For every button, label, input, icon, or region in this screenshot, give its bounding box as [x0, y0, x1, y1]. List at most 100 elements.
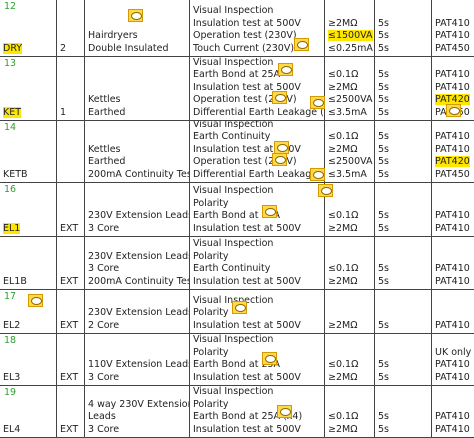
test-text: Differential Earth Leakage (230V): [193, 106, 324, 118]
table-cell: Visual Inspection Earth Continuity Insulat…: [190, 121, 325, 182]
test-text: Visual Inspection: [193, 121, 274, 130]
time: 5s: [378, 30, 428, 43]
time: 5s: [378, 156, 428, 169]
comment-icon[interactable]: [310, 168, 325, 181]
limit-text: ≥2MΩ: [328, 81, 358, 93]
comment-icon[interactable]: [318, 184, 333, 197]
pat-text: PAT410: [435, 131, 470, 142]
description-text: 110V Extension Leads: [88, 359, 190, 370]
test-text: Differential Earth Leakage (230V): [193, 168, 324, 180]
class: EXT: [60, 223, 81, 236]
time: 5s: [378, 424, 428, 437]
test: Insulation test at 500V: [193, 424, 321, 437]
table-cell: Visual Inspection Polarity Earth Bond at 2…: [190, 386, 325, 437]
code: EL1B: [3, 276, 53, 289]
test-text: Insulation test at 500V: [193, 275, 301, 287]
time: 5s: [378, 82, 428, 95]
test: Visual Inspection: [193, 295, 321, 308]
limit: ≥2MΩ: [328, 18, 371, 31]
test: Earth Continuity: [193, 263, 321, 276]
pat: PAT410: [435, 82, 471, 95]
comment-icon[interactable]: [262, 352, 277, 365]
limit: ≤0.1Ω: [328, 210, 371, 223]
limit-text: ≤0.1Ω: [328, 263, 359, 274]
test-text: Earth Bond at 25A: [193, 359, 281, 370]
pat-text: PAT410: [435, 81, 470, 93]
pat: PAT410: [435, 18, 471, 31]
table-cell: EL1B: [0, 237, 57, 289]
limit: ≤0.1Ω: [328, 263, 371, 276]
test-text: Polarity: [193, 307, 229, 318]
class: EXT: [60, 424, 81, 437]
comment-icon[interactable]: [272, 153, 287, 166]
code-text: DRY: [3, 42, 23, 54]
description: Earthed: [88, 156, 186, 169]
table-cell: 4 way 230V Extension Leads 3 Core: [85, 386, 190, 437]
table-cell: ≤0.1Ω ≥2MΩ ≤2500VA ≤3.5mA: [325, 121, 375, 182]
table-cell: 16 EL1: [0, 183, 57, 236]
time: 5s: [378, 320, 428, 333]
test-text: Insulation test at 500V: [193, 81, 301, 93]
time-text: 5s: [378, 222, 389, 234]
test-text: Visual Inspection: [193, 386, 274, 397]
comment-icon[interactable]: [262, 205, 277, 218]
description: 2 Core: [88, 320, 186, 333]
code-text: EL2: [3, 319, 21, 331]
comment-icon[interactable]: [232, 301, 247, 314]
comment-icon[interactable]: [272, 91, 287, 104]
test: Operation test (230V): [193, 156, 321, 169]
description-text: Double Insulated: [88, 42, 169, 54]
limit-text: ≤2500VA: [328, 156, 373, 167]
class-text: EXT: [60, 222, 79, 234]
test-text: Polarity: [193, 197, 229, 209]
time: 5s: [378, 276, 428, 289]
test: Polarity: [193, 251, 321, 264]
time: 5s: [378, 107, 428, 120]
table-cell: PAT410 PAT410 PAT450: [432, 0, 474, 56]
comment-icon[interactable]: [446, 104, 461, 117]
test: Earth Bond at 25A: [193, 210, 321, 223]
test-text: Visual Inspection: [193, 185, 274, 196]
table-cell: 18 EL3: [0, 334, 57, 385]
comment-icon[interactable]: [310, 96, 325, 109]
test: Operation test (230V): [193, 94, 321, 107]
description: 3 Core: [88, 424, 186, 437]
code-text: EL3: [3, 371, 21, 383]
code-text: EL1: [3, 222, 21, 234]
comment-icon[interactable]: [277, 405, 292, 418]
description: 4 way 230V Extension: [88, 399, 189, 412]
table-cell: 19 EL4: [0, 386, 57, 437]
test: Insulation test at 500V: [193, 223, 321, 236]
row-number: 18: [4, 335, 17, 346]
comment-icon[interactable]: [128, 9, 143, 22]
test-text: Visual Inspection: [193, 294, 274, 306]
pat-text: PAT410: [435, 371, 470, 383]
test-text: Insulation test at 500V: [193, 143, 301, 155]
description-text: 230V Extension Leads: [88, 250, 190, 262]
description: Kettles: [88, 144, 186, 157]
test: Visual Inspection: [193, 185, 321, 198]
time: 5s: [378, 169, 428, 182]
limit: ≥2MΩ: [328, 372, 371, 385]
test-text: Earth Bond at 25A: [193, 69, 281, 80]
table-cell: 110V Extension Leads 3 Core: [85, 334, 190, 385]
test: Insulation test at 500V: [193, 276, 321, 289]
comment-icon[interactable]: [278, 63, 293, 76]
limit-text: ≤0.1Ω: [328, 69, 359, 80]
limit-text: ≤0.1Ω: [328, 210, 359, 221]
pat: PAT410: [435, 276, 471, 289]
comment-icon[interactable]: [28, 294, 43, 307]
time: 5s: [378, 223, 428, 236]
class: EXT: [60, 276, 81, 289]
limit: ≤0.1Ω: [328, 69, 371, 82]
pat-text: PAT410: [435, 423, 470, 435]
code: DRY: [3, 42, 53, 56]
table-cell: Visual Inspection Insulation test at 500V…: [190, 0, 325, 56]
table-cell: ≤0.1Ω ≥2MΩ: [325, 386, 375, 437]
test-text: Insulation test at 500V: [193, 371, 301, 383]
code: EL1: [3, 222, 53, 236]
comment-icon[interactable]: [294, 38, 309, 51]
description: 3 Core: [88, 263, 186, 276]
